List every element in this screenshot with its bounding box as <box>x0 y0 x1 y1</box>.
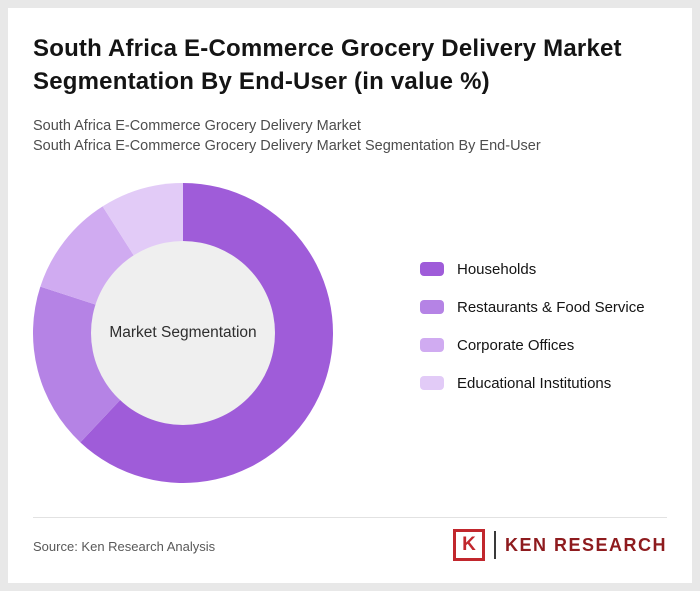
donut-chart: Market Segmentation <box>33 183 333 483</box>
footer-divider <box>33 517 667 518</box>
page-title-line1: South Africa E-Commerce Grocery Delivery… <box>33 35 622 62</box>
content-card: South Africa E-Commerce Grocery Delivery… <box>8 8 692 583</box>
subtitle-line2: South Africa E-Commerce Grocery Delivery… <box>33 138 541 154</box>
chart-legend: Households Restaurants & Food Service Co… <box>420 250 645 402</box>
legend-item-restaurants: Restaurants & Food Service <box>420 288 645 326</box>
legend-item-households: Households <box>420 250 645 288</box>
subtitle-line1: South Africa E-Commerce Grocery Delivery… <box>33 118 361 134</box>
legend-label-restaurants: Restaurants & Food Service <box>457 298 645 316</box>
legend-item-educational-institutions: Educational Institutions <box>420 364 645 402</box>
page-title: South Africa E-Commerce Grocery Delivery… <box>33 32 622 98</box>
legend-swatch-corporate-offices <box>420 338 444 352</box>
legend-label-educational-institutions: Educational Institutions <box>457 374 612 392</box>
legend-swatch-restaurants <box>420 300 444 314</box>
legend-label-households: Households <box>457 260 537 278</box>
ken-research-k-icon: K <box>452 529 485 561</box>
legend-swatch-educational-institutions <box>420 376 444 390</box>
legend-item-corporate-offices: Corporate Offices <box>420 326 645 364</box>
ken-research-logo: K KEN RESEARCH <box>452 525 667 565</box>
donut-svg <box>33 183 333 483</box>
source-note: Source: Ken Research Analysis <box>33 539 216 554</box>
ken-research-wordmark: KEN RESEARCH <box>504 534 667 555</box>
donut-hole <box>91 241 275 425</box>
legend-label-corporate-offices: Corporate Offices <box>457 336 575 354</box>
logo-separator <box>493 531 496 559</box>
legend-swatch-households <box>420 262 444 276</box>
page-title-line2: Segmentation By End-User (in value %) <box>33 68 490 95</box>
